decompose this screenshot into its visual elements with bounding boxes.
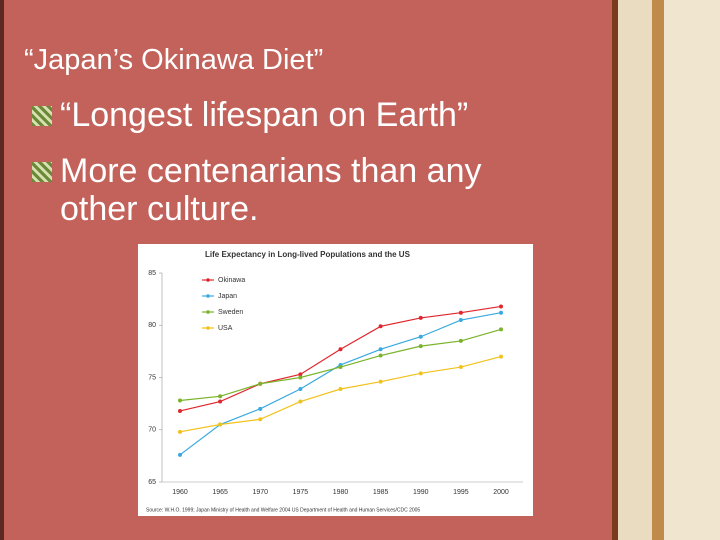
data-point [258, 417, 263, 422]
chart-source: Source: W.H.O. 1999; Japan Ministry of H… [146, 507, 420, 513]
x-tick-label: 1965 [212, 489, 228, 496]
data-point [499, 354, 503, 359]
data-point [298, 375, 303, 380]
data-point [378, 379, 383, 384]
data-point [178, 408, 182, 413]
data-point [499, 327, 503, 332]
x-tick-label: 1970 [252, 489, 268, 496]
data-point [378, 347, 383, 352]
x-tick-label: 1980 [333, 489, 349, 496]
x-tick-label: 1985 [373, 489, 389, 496]
bullet-icon [32, 162, 52, 182]
legend-label: Okinawa [218, 277, 245, 284]
x-tick-label: 1995 [453, 489, 469, 496]
data-point [458, 338, 463, 343]
data-point [458, 365, 463, 370]
data-point [458, 310, 463, 315]
bullet-icon [32, 106, 52, 126]
y-tick-label: 80 [148, 322, 156, 329]
bullet: More centenarians than any other culture… [32, 152, 540, 228]
legend-label: Sweden [218, 309, 243, 316]
series-line [179, 305, 502, 412]
series-line [179, 312, 502, 456]
decoration [612, 0, 720, 540]
y-tick-label: 75 [148, 374, 156, 381]
bullet: “Longest lifespan on Earth” [32, 96, 540, 134]
data-point [499, 310, 503, 315]
data-point [298, 386, 303, 391]
legend-marker [206, 294, 210, 298]
data-point [458, 318, 463, 323]
y-tick-label: 85 [148, 270, 156, 277]
legend-marker [206, 278, 210, 282]
legend-marker [206, 326, 210, 330]
x-tick-label: 1975 [293, 489, 309, 496]
legend-marker [206, 310, 210, 314]
data-point [418, 315, 423, 320]
x-tick-label: 1960 [172, 489, 188, 496]
x-tick-label: 2000 [493, 489, 509, 496]
data-point [258, 406, 263, 411]
data-point [218, 422, 223, 427]
data-point [338, 386, 343, 391]
chart: Life Expectancy in Long-lived Population… [138, 244, 533, 516]
data-point [378, 324, 383, 329]
bullet-text: More centenarians than any other culture… [60, 152, 482, 228]
data-point [418, 344, 423, 349]
slide-title: “Japan’s Okinawa Diet” [24, 44, 324, 76]
data-point [418, 334, 423, 339]
y-tick-label: 70 [148, 427, 156, 434]
data-point [218, 399, 223, 404]
data-point [298, 372, 303, 377]
data-point [258, 381, 263, 386]
legend-label: Japan [218, 293, 237, 300]
y-tick-label: 65 [148, 479, 156, 486]
data-point [378, 353, 383, 358]
data-point [338, 365, 343, 370]
chart-title: Life Expectancy in Long-lived Population… [205, 250, 411, 259]
data-point [178, 429, 182, 434]
data-point [178, 452, 182, 457]
data-point [218, 394, 223, 399]
slide-edge [0, 0, 4, 540]
data-point [178, 398, 182, 403]
data-point [499, 304, 503, 309]
x-tick-label: 1990 [413, 489, 429, 496]
data-point [338, 347, 343, 352]
bullet-text: “Longest lifespan on Earth” [60, 96, 469, 134]
data-point [298, 399, 303, 404]
legend-label: USA [218, 325, 233, 332]
data-point [418, 371, 423, 376]
